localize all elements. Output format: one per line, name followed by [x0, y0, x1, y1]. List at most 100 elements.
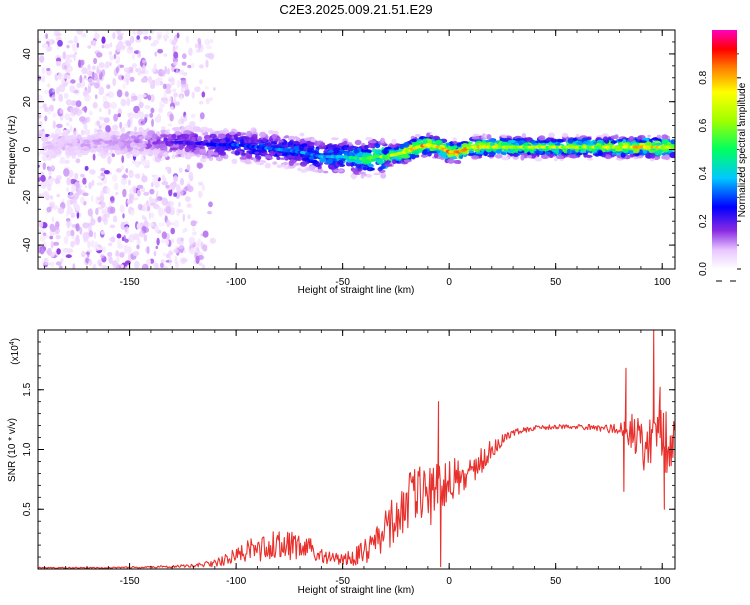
- spectrogram-noise-speck: [140, 94, 147, 98]
- spectrogram-noise-speck: [83, 123, 88, 130]
- spectrogram-noise-speck: [168, 188, 173, 197]
- spectrogram-ridge-cell: [269, 150, 275, 157]
- spectrogram-noise-speck: [213, 87, 216, 91]
- spectrogram-noise-speck: [111, 174, 118, 182]
- spectrogram-noise-speck: [173, 248, 180, 254]
- spectrogram-noise-speck: [128, 172, 135, 178]
- spectrogram-noise-speck: [188, 236, 196, 245]
- spectrogram-noise-speck: [49, 177, 56, 182]
- x-tick-label: 0: [446, 576, 452, 587]
- spectrogram-noise-speck: [144, 104, 151, 110]
- spectrogram-noise-speck: [108, 51, 113, 56]
- spectrogram-noise-speck: [93, 57, 98, 65]
- spectrogram-ridge-cell: [304, 137, 311, 141]
- spectrogram-ridge-cell: [598, 150, 603, 157]
- spectrogram-noise-speck: [182, 213, 185, 222]
- spectrogram-noise-speck: [83, 75, 87, 79]
- spectrogram-noise-speck: [66, 65, 72, 74]
- spectrogram-noise-speck: [156, 190, 159, 195]
- spectrogram-noise-speck: [81, 251, 85, 255]
- spectrogram-noise-speck: [199, 101, 204, 105]
- spectrogram-ridge-cell: [259, 131, 267, 138]
- spectrogram-ridge-cell: [252, 134, 258, 138]
- spectrogram-ridge-cell: [45, 141, 52, 144]
- spectrogram-ridge-cell: [235, 140, 240, 144]
- spectrogram-ridge-cell: [332, 147, 340, 152]
- spectrogram-noise-speck: [204, 38, 211, 46]
- spectrogram-ridge-cell: [471, 136, 480, 140]
- spectrogram-noise-speck: [39, 105, 44, 109]
- spectrogram-ridge-cell: [421, 154, 429, 158]
- spectrogram-noise-speck: [79, 74, 83, 84]
- spectrogram-noise-speck: [175, 45, 179, 50]
- spectrogram-noise-speck: [61, 78, 65, 85]
- spectrogram-ridge-cell: [145, 143, 152, 149]
- spectrogram-noise-speck: [141, 77, 147, 83]
- spectrogram-noise-speck: [169, 106, 174, 110]
- spectrogram-noise-speck: [56, 248, 61, 255]
- spectrogram-noise-speck: [150, 94, 155, 103]
- spectrogram-ridge-cell: [279, 164, 287, 168]
- spectrogram-ridge-cell: [461, 143, 469, 148]
- spectrogram-noise-speck: [88, 230, 94, 238]
- spectrogram-noise-speck: [176, 237, 182, 245]
- spectrogram-ridge-cell: [548, 132, 555, 138]
- spectrogram-ridge-cell: [495, 154, 503, 159]
- spectrogram-noise-speck: [73, 35, 78, 44]
- spectrogram-noise-speck: [59, 265, 63, 269]
- spectrogram-noise-speck: [202, 230, 209, 238]
- spectrogram-noise-speck: [141, 59, 147, 63]
- spectrogram-noise-speck: [132, 197, 139, 201]
- spectrogram-ridge-cell: [246, 130, 252, 135]
- spectrogram-noise-speck: [119, 204, 125, 213]
- spectrogram-ridge-cell: [250, 138, 255, 143]
- spectrogram-noise-speck: [85, 251, 91, 255]
- spectrogram-ridge-cell: [193, 149, 200, 155]
- spectrogram-noise-speck: [88, 110, 93, 116]
- spectrogram-ridge-cell: [556, 139, 565, 143]
- spectrogram-noise-speck: [48, 201, 56, 207]
- spectrogram-noise-speck: [129, 188, 134, 194]
- spectrogram-ridge-cell: [300, 161, 309, 165]
- spectrogram-ridge-cell: [355, 163, 364, 168]
- spectrogram-noise-speck: [199, 79, 203, 85]
- spectrogram-noise-speck: [132, 30, 137, 36]
- x-tick-label: -50: [335, 576, 350, 587]
- spectrogram-noise-speck: [100, 201, 106, 208]
- spectrogram-noise-speck: [98, 116, 105, 121]
- y-tick-label: 40: [22, 48, 33, 60]
- spectrogram-noise-speck: [91, 65, 96, 70]
- spectrogram-noise-speck: [149, 188, 155, 195]
- spectrogram-ridge-cell: [61, 139, 70, 144]
- spectrogram-noise-speck: [96, 66, 100, 70]
- spectrogram-noise-speck: [143, 234, 148, 242]
- spectrogram-noise-speck: [130, 36, 134, 44]
- spectrogram-noise-speck: [107, 251, 113, 257]
- spectrogram-ridge-cell: [670, 139, 675, 145]
- spectrogram-ridge-cell: [242, 136, 250, 140]
- spectrogram-ridge-cell: [255, 161, 263, 165]
- spectrogram-noise-speck: [76, 42, 80, 48]
- spectrogram-ridge-cell: [566, 148, 571, 155]
- spectrogram-noise-speck: [55, 221, 60, 229]
- spectrogram-ridge-cell: [80, 129, 85, 136]
- spectrogram-noise-speck: [207, 52, 215, 60]
- spectrogram-noise-speck: [182, 72, 188, 76]
- spectrogram-noise-speck: [109, 42, 113, 48]
- spectrogram-ridge-cell: [399, 143, 405, 150]
- spectrogram-noise-speck: [174, 255, 178, 265]
- spectrogram-noise-speck: [94, 94, 98, 99]
- spectrogram-ridge-cell: [169, 147, 178, 151]
- spectrogram-noise-speck: [47, 45, 53, 52]
- spectrogram-ridge-cell: [319, 157, 327, 163]
- spectrogram-ridge-cell: [57, 142, 65, 148]
- spectrogram-ridge-cell: [351, 159, 356, 163]
- spectrogram-noise-speck: [91, 72, 99, 81]
- spectrogram-ridge-cell: [348, 151, 354, 156]
- spectrogram-noise-speck: [143, 36, 149, 40]
- spectrogram-noise-speck: [100, 231, 105, 235]
- spectrogram-noise-speck: [80, 59, 85, 66]
- spectrogram-noise-speck: [79, 226, 83, 235]
- spectrogram-ridge-cell: [356, 168, 363, 172]
- snr-multiplier: (x104): [9, 338, 21, 365]
